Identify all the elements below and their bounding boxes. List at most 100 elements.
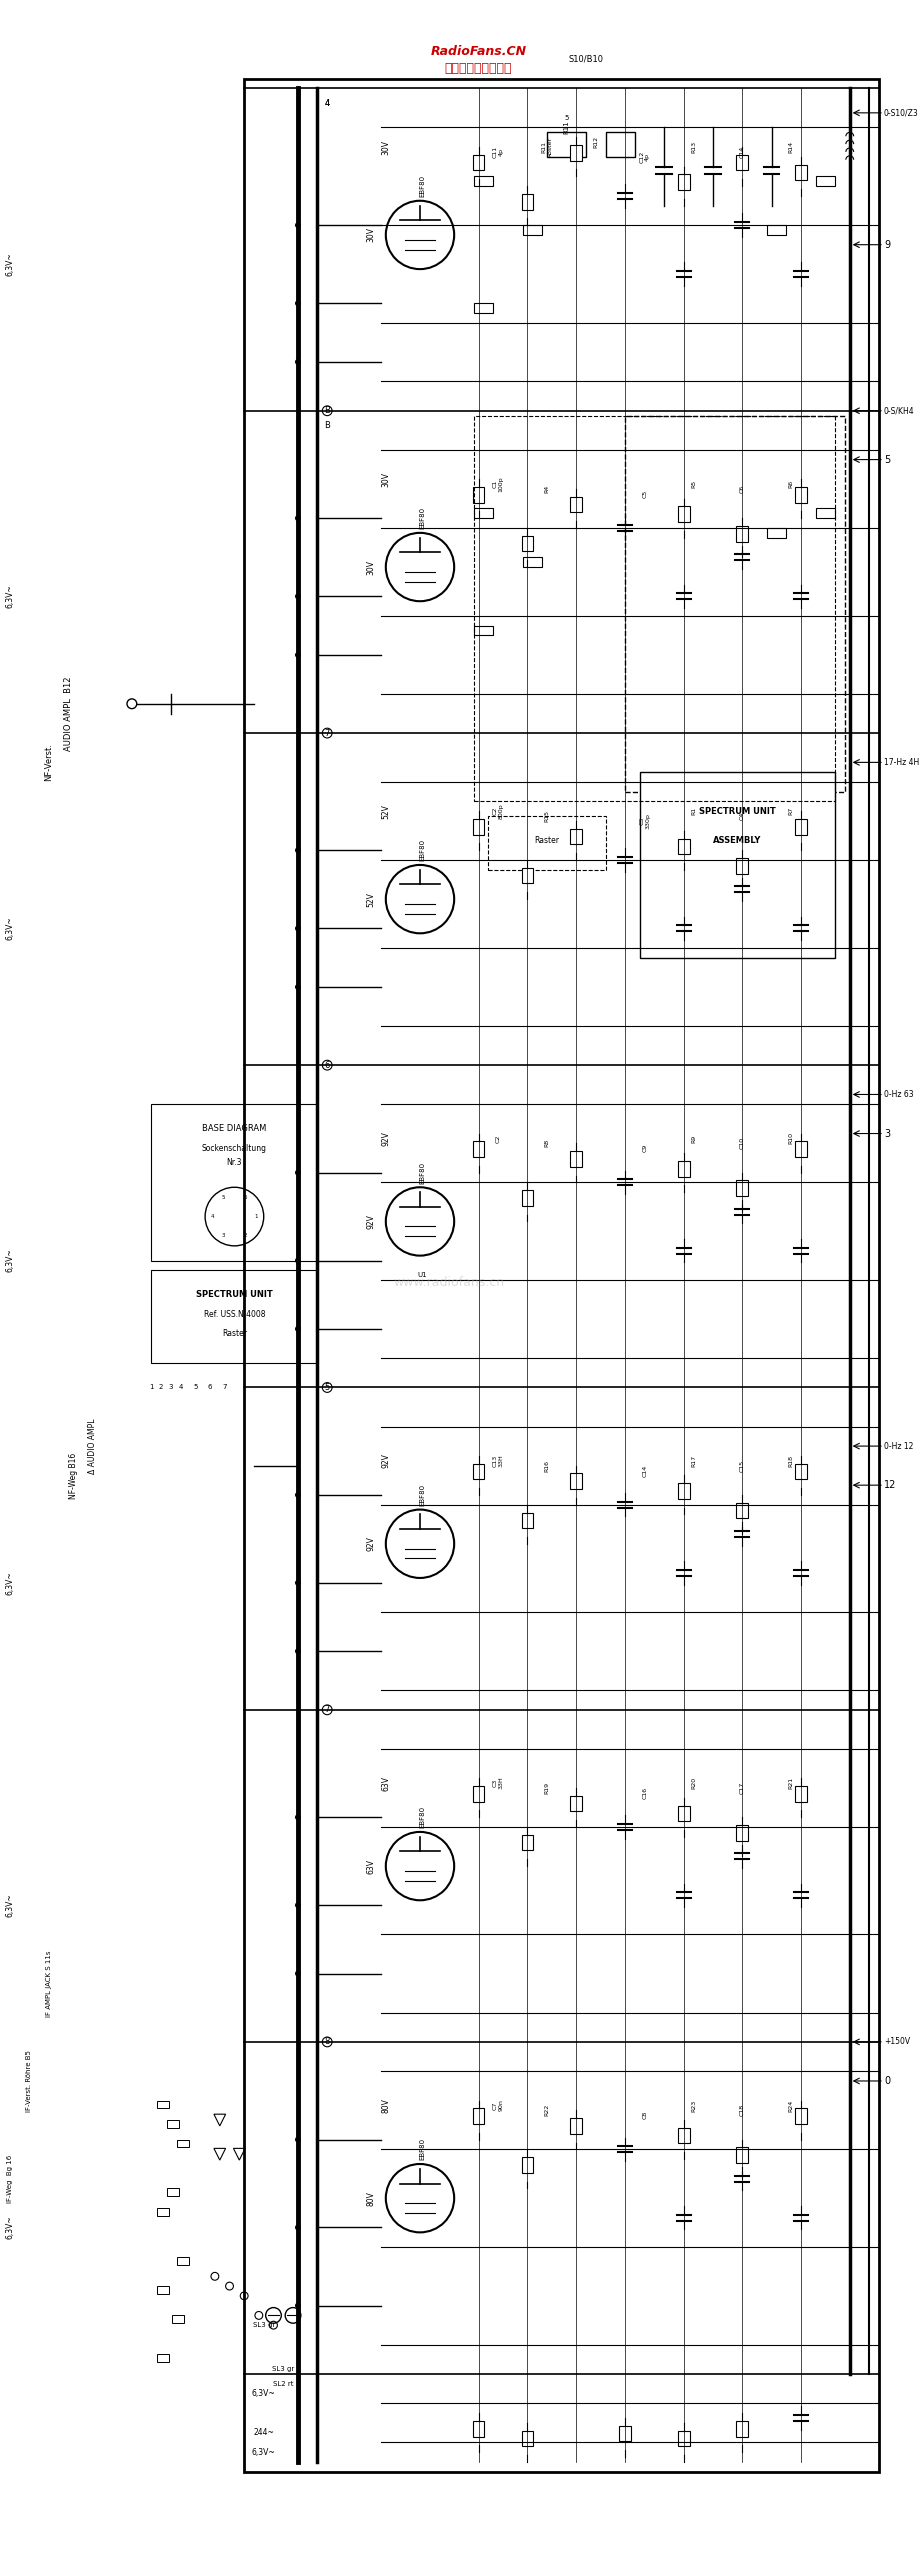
Bar [176,2256,188,2264]
Bar [157,2287,169,2295]
Text: R22: R22 [544,2105,549,2115]
Circle shape [295,1256,301,1264]
Text: 4: 4 [324,97,330,108]
Circle shape [295,2136,301,2144]
Text: 0-S10/Z3: 0-S10/Z3 [883,108,918,118]
Text: IF-Verst. Röhre B5: IF-Verst. Röhre B5 [27,2051,32,2113]
Text: Sockenschaltung: Sockenschaltung [201,1144,267,1154]
Text: R13: R13 [690,141,696,154]
Bar [152,1105,317,1261]
Text: 7: 7 [324,728,330,738]
Text: C1
100p: C1 100p [493,477,503,492]
Text: R7: R7 [788,808,793,815]
Text: 6: 6 [324,1061,330,1069]
Bar [677,2128,689,2144]
Bar [736,2420,747,2436]
Text: NF-Weg B16: NF-Weg B16 [69,1451,78,1497]
Text: 7: 7 [324,1705,330,1715]
Text: 6,3V~: 6,3V~ [252,2449,276,2456]
Text: Δ AUDIO AMPL: Δ AUDIO AMPL [88,1418,97,1474]
Text: IF-Weg  Bg 16: IF-Weg Bg 16 [6,2154,13,2202]
Circle shape [295,1492,301,1497]
Bar [794,1141,806,1156]
Bar [521,536,533,551]
Circle shape [295,223,301,228]
Text: 92V: 92V [367,1536,375,1551]
Text: R1: R1 [690,808,696,815]
Text: R5: R5 [690,479,696,487]
Bar [176,2138,188,2149]
Text: SPECTRUM UNIT: SPECTRUM UNIT [196,1290,273,1300]
Text: R24: R24 [788,2100,793,2113]
Text: 92V: 92V [380,1131,390,1146]
Text: 30V: 30V [367,228,375,244]
Bar [547,133,585,156]
Circle shape [295,1815,301,1820]
Bar [677,508,689,523]
Bar [570,146,582,162]
Text: 0-S/KH4: 0-S/KH4 [883,405,913,415]
Bar [244,79,879,2472]
Text: 52V: 52V [367,892,375,908]
Bar [472,487,484,503]
Text: 7: 7 [222,1385,227,1390]
Text: 63V: 63V [380,1774,390,1790]
Text: 6: 6 [208,1385,212,1390]
Text: R23: R23 [690,2100,696,2113]
Text: R10: R10 [788,1133,793,1144]
Text: 30V: 30V [380,138,390,154]
Text: Ref. USS.N.4008: Ref. USS.N.4008 [203,1310,265,1318]
Text: EBF80: EBF80 [418,1805,425,1828]
Text: 3: 3 [883,1128,889,1138]
Bar [794,1464,806,1479]
Text: 12: 12 [883,1479,895,1490]
Text: RadioFans.CN: RadioFans.CN [430,44,526,59]
Text: R18: R18 [788,1454,793,1467]
Bar [157,2354,169,2361]
Text: B: B [323,405,330,415]
Text: 6,3V~: 6,3V~ [252,2390,276,2397]
Text: U1: U1 [416,1272,426,1279]
Text: 30V: 30V [380,472,390,487]
Text: 17-Hz 4H: 17-Hz 4H [883,759,918,767]
Bar [736,1826,747,1841]
Text: C8: C8 [641,2110,646,2120]
Text: 5: 5 [883,454,890,464]
Text: 4: 4 [178,1385,183,1390]
Bar [677,1482,689,1500]
Bar [736,154,747,169]
Text: EBF80: EBF80 [418,838,425,862]
Bar [736,1179,747,1195]
Text: www.radiofans.cn: www.radiofans.cn [393,1274,505,1290]
Text: 2: 2 [159,1385,164,1390]
Text: 5: 5 [221,1195,225,1200]
Text: +150V: +150V [883,2038,909,2046]
Text: 63V: 63V [367,1859,375,1874]
Bar [766,528,786,538]
Text: EBF80: EBF80 [418,508,425,528]
Bar [736,2149,747,2164]
Bar [521,2431,533,2446]
Circle shape [295,651,301,659]
Text: SPECTRUM UNIT: SPECTRUM UNIT [698,808,775,815]
Text: BASE DIAGRAM: BASE DIAGRAM [202,1123,267,1133]
Text: 80V: 80V [380,2097,390,2113]
Bar [473,415,834,803]
Text: IF AMPL JACK S 11s: IF AMPL JACK S 11s [46,1951,51,2015]
Bar [521,1190,533,1205]
Bar [472,2108,484,2123]
Circle shape [295,1972,301,1977]
Text: ASSEMBLY: ASSEMBLY [712,836,761,846]
Circle shape [295,1902,301,1908]
Bar [521,2156,533,2172]
Text: R6: R6 [788,479,793,487]
Bar [522,556,541,567]
Text: C3
330p: C3 330p [639,813,650,828]
Bar [794,818,806,836]
Text: C2: C2 [495,1133,500,1144]
Bar [570,1795,582,1810]
Bar [677,2431,689,2446]
Text: R15: R15 [544,810,549,823]
Text: SL2 rt: SL2 rt [273,2382,293,2387]
Text: Raster: Raster [534,836,559,846]
